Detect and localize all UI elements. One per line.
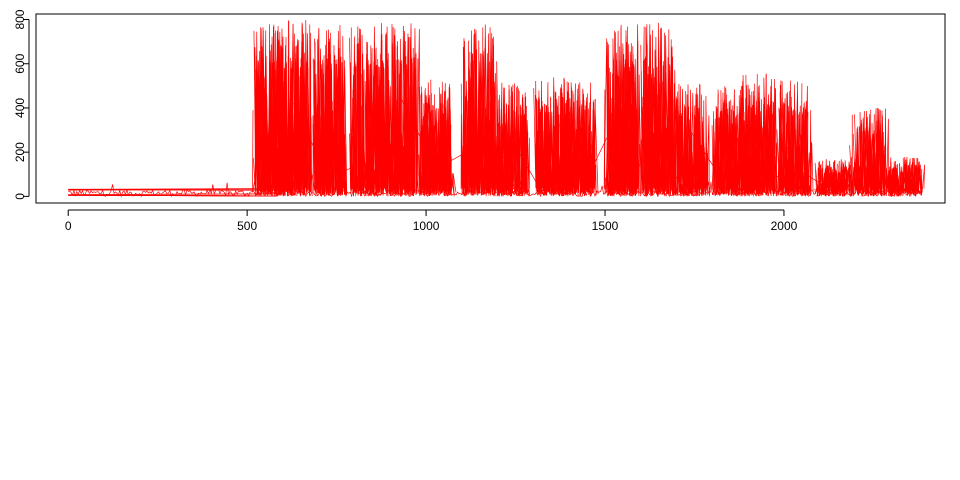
series-line-burst [466,36,500,196]
series-line-burst [821,159,853,197]
series-line-burst [888,157,922,197]
plot-frame [35,13,946,204]
series-line-burst [418,79,451,197]
series-line-burst [714,86,748,195]
series-line-burst [313,35,347,197]
series-line-burst [606,24,640,197]
y-tick-label: 600 [13,53,27,73]
series-line-burst [738,74,772,197]
series-line-burst [676,84,711,197]
y-tick-label: 400 [13,98,27,118]
series-line-burst [559,82,593,197]
y-tick-label: 0 [13,193,27,200]
x-tick-label: 1000 [413,219,440,233]
y-axis: 0 200 400 600 800 [13,9,30,200]
x-tick-label: 500 [237,219,257,233]
x-tick-label: 2000 [771,219,798,233]
series-line-burst [275,22,308,197]
series-line-burst [779,84,812,197]
series-layer [68,20,926,198]
series-line-burst [383,23,415,196]
series-line-burst [349,37,383,197]
x-tick-label: 0 [65,219,72,233]
series-line-burst [495,84,528,197]
series-line-burst [491,83,524,197]
series-line-burst [852,111,885,197]
series-line-burst [642,27,676,195]
x-axis: 0 500 1000 1500 2000 [65,209,798,233]
y-tick-label: 800 [13,9,27,29]
series-line-burst [311,28,346,196]
y-tick-label: 200 [13,142,27,162]
x-tick-label: 1500 [592,219,619,233]
